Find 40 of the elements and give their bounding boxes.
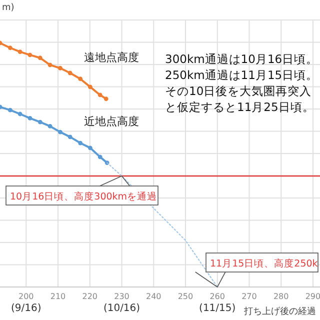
annotation: 11月15日頃、高度250k: [210, 258, 318, 270]
point: [58, 66, 62, 70]
series-label: 近地点高度: [84, 114, 140, 128]
point: [78, 76, 83, 82]
series-label: 遠地点高度: [84, 51, 140, 64]
point: [68, 70, 72, 76]
y-axis-title: m): [2, 3, 14, 13]
point: [8, 108, 12, 112]
annotation: 10月16日頃、高度300kmを通過: [10, 190, 158, 202]
point: [28, 52, 32, 58]
point: [18, 112, 22, 116]
point: [98, 92, 102, 98]
x-tick-label: 250: [178, 292, 194, 301]
point: [104, 96, 108, 102]
point: [58, 130, 62, 134]
point: [38, 56, 42, 60]
point: [8, 46, 12, 50]
point: [38, 120, 42, 124]
x-tick-label: 240: [146, 292, 162, 301]
point: [48, 62, 52, 68]
point: [48, 124, 52, 128]
point: [88, 146, 92, 150]
point: [68, 134, 72, 140]
point: [88, 84, 92, 90]
x-tick-label: 220: [82, 292, 98, 301]
x-tick-label: 280: [273, 292, 289, 301]
callout: 10月16日頃、高度300kmを通過: [6, 175, 158, 206]
point: [78, 140, 83, 146]
point: [98, 154, 102, 160]
annotation: 300km通過は10月16日頃。250km通過は11月15日頃。その10日後を大気圏再突入と仮定すると11月25日頃。: [165, 52, 318, 114]
x-tick-label: 260 (11/15): [199, 292, 236, 314]
point: [18, 50, 22, 54]
x-tick-label: 230 (10/16): [103, 292, 140, 314]
x-tick-label: 290: [305, 292, 320, 301]
x-tick-label: 200 (9/16): [11, 292, 42, 314]
point: [28, 116, 32, 120]
x-tick-label: 270: [242, 292, 257, 301]
callout: 11月15日頃、高度250k: [194, 252, 318, 288]
x-tick-label: 210: [50, 292, 66, 301]
x-axis-title: 打ち上げ後の経過: [243, 306, 316, 317]
